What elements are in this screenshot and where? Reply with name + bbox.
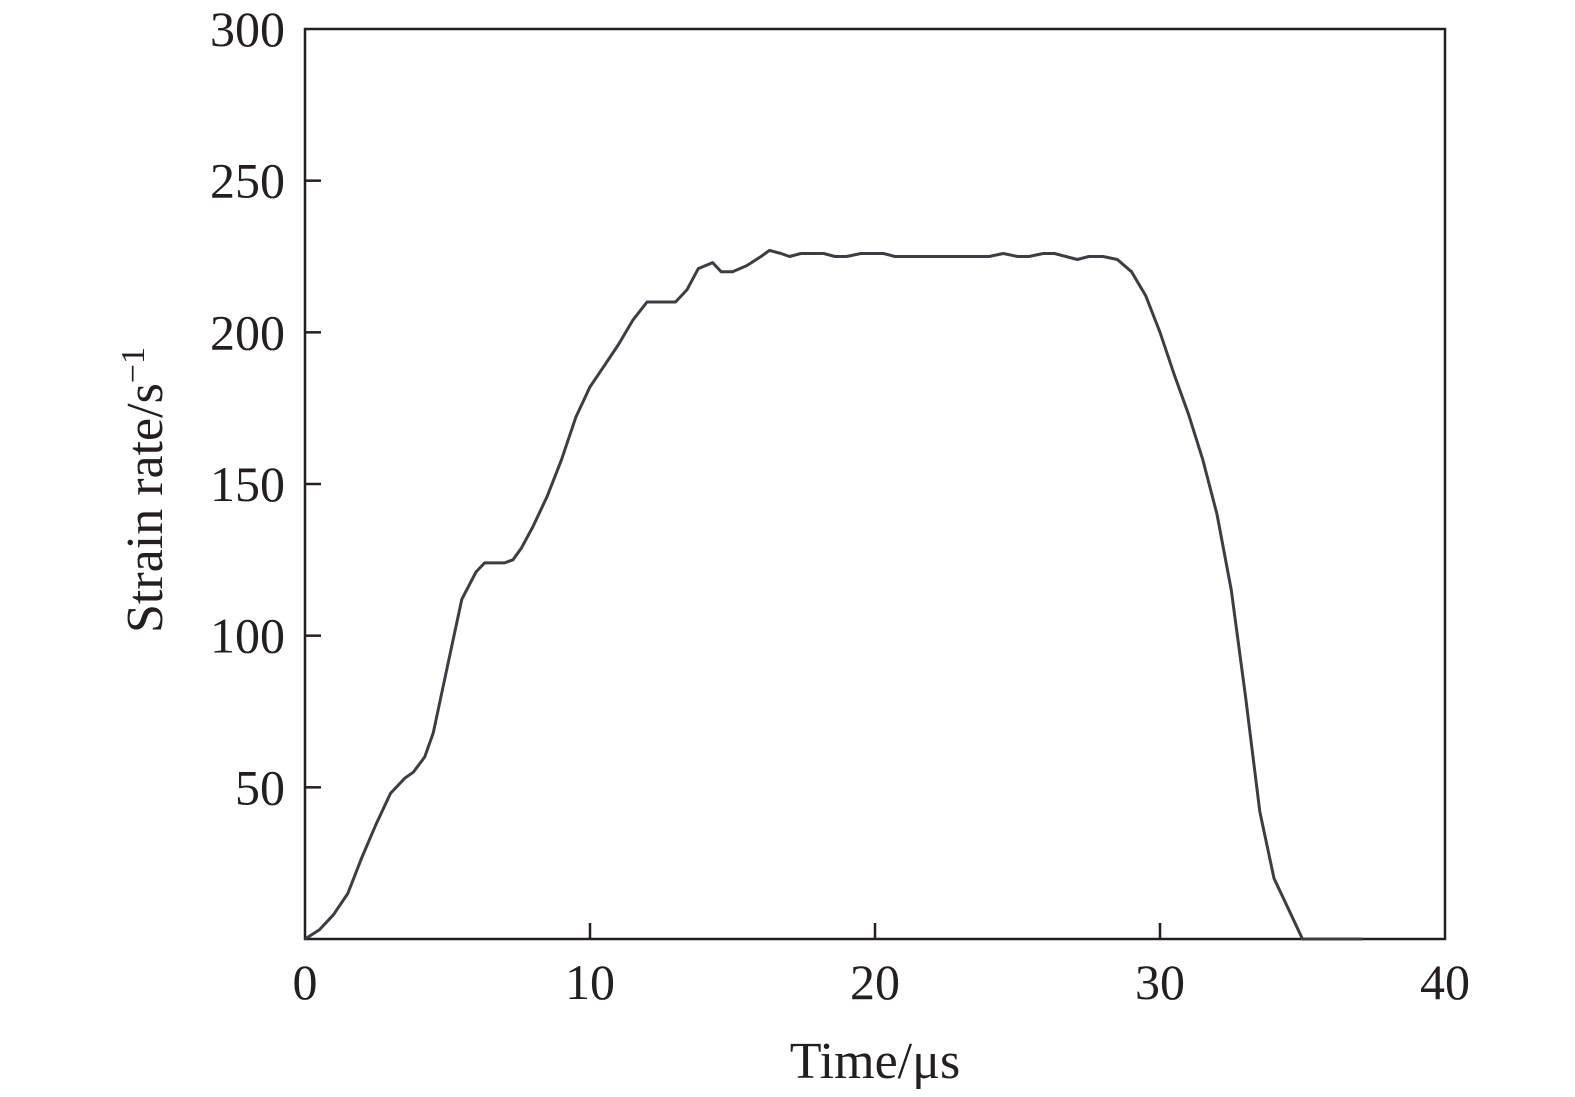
y-tick-label: 100 (210, 608, 285, 664)
x-tick-label: 0 (293, 954, 318, 1010)
axis-tick-labels: 0 10 20 30 40 50 100 150 200 250 300 (210, 1, 1470, 1010)
y-tick-label: 50 (235, 759, 285, 815)
y-axis-label: Strain rate/s−1 (115, 347, 175, 633)
x-tick-label: 10 (565, 954, 615, 1010)
series-line (304, 248, 1363, 941)
x-tick-label: 30 (1135, 954, 1185, 1010)
plot-frame (303, 27, 1447, 941)
x-tick-label: 40 (1420, 954, 1470, 1010)
y-tick-label: 300 (210, 1, 285, 57)
y-axis-label-main: Strain rate/s (117, 383, 174, 633)
x-axis-label: Time/μs (790, 1033, 960, 1090)
y-tick-label: 200 (210, 304, 285, 360)
y-tick-label: 150 (210, 456, 285, 512)
y-tick-label: 250 (210, 153, 285, 209)
y-axis-label-superscript: −1 (115, 347, 152, 383)
axis-ticks (305, 179, 1162, 939)
x-tick-label: 20 (850, 954, 900, 1010)
